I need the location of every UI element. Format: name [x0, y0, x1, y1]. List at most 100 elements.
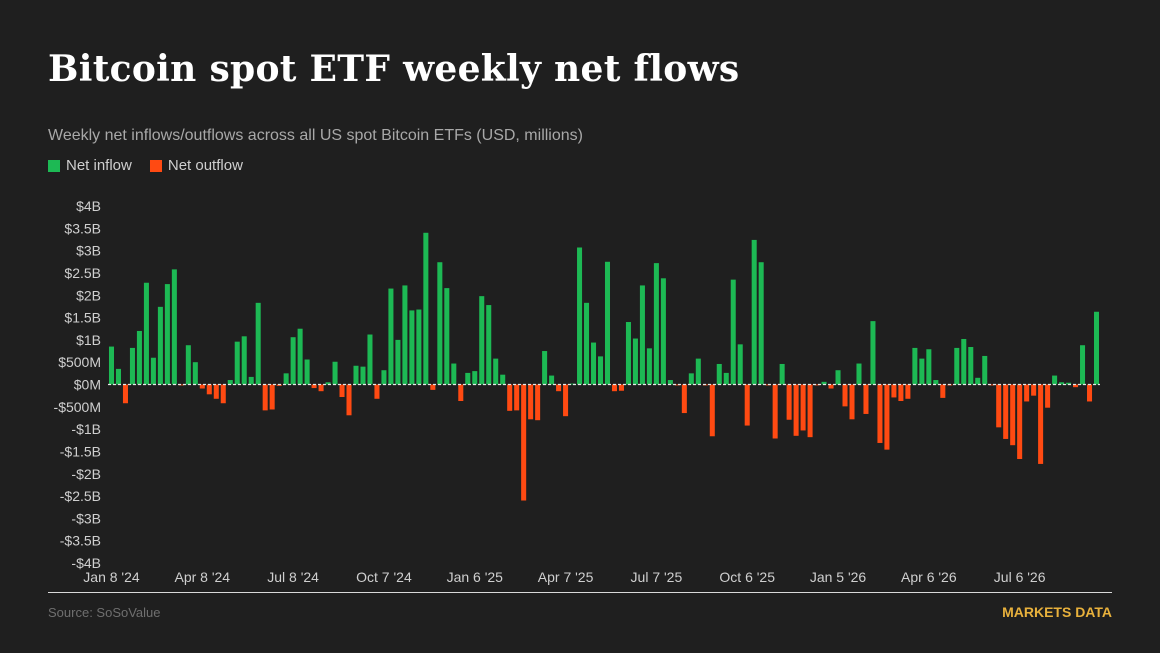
bar-inflow — [192, 362, 198, 385]
bar-outflow — [884, 384, 890, 450]
bar-inflow — [758, 262, 764, 385]
bar-inflow — [632, 338, 638, 385]
bar-outflow — [458, 384, 464, 402]
bar-inflow — [444, 288, 450, 385]
bar-outflow — [849, 384, 855, 420]
bar-inflow — [367, 334, 373, 385]
bar-inflow — [227, 380, 233, 385]
y-tick-label: $3.5B — [64, 220, 101, 236]
y-tick-label: -$4B — [71, 555, 101, 571]
x-tick-label: Jul 6 '26 — [994, 569, 1046, 585]
y-tick-label: -$2.5B — [60, 488, 101, 504]
legend-label-outflow: Net outflow — [167, 157, 243, 174]
legend: Net inflow Net outflow — [48, 157, 243, 174]
bar-outflow — [507, 384, 513, 411]
bar-inflow — [1066, 382, 1072, 385]
y-tick-label: $500M — [58, 354, 101, 370]
bar-outflow — [905, 384, 911, 399]
bar-inflow — [150, 357, 156, 385]
bar-outflow — [786, 384, 792, 420]
bar-outflow — [814, 384, 820, 386]
bar-inflow — [493, 358, 499, 385]
y-tick-label: -$2B — [71, 466, 101, 482]
bar-inflow — [982, 355, 988, 385]
chart-subtitle: Weekly net inflows/outflows across all U… — [48, 127, 583, 144]
bar-outflow — [514, 384, 520, 411]
bar-inflow — [423, 232, 429, 385]
x-tick-label: Jan 5 '26 — [810, 569, 867, 585]
bar-inflow — [115, 368, 121, 385]
bar-inflow — [912, 347, 918, 385]
bar-outflow — [681, 384, 687, 414]
bar-inflow — [472, 371, 478, 385]
bar-inflow — [1080, 345, 1086, 385]
bar-inflow — [157, 306, 163, 385]
bar-outflow — [262, 384, 268, 411]
bar-inflow — [577, 247, 583, 385]
bar-outflow — [842, 384, 848, 407]
x-tick-label: Oct 6 '25 — [719, 569, 775, 585]
bar-inflow — [716, 363, 722, 385]
bar-inflow — [584, 302, 590, 385]
bar-inflow — [604, 261, 611, 385]
bar-outflow — [1045, 384, 1051, 408]
bar-outflow — [311, 384, 317, 389]
bar-inflow — [779, 363, 785, 385]
bar-inflow — [933, 380, 939, 385]
x-tick-label: Jan 8 '24 — [83, 569, 140, 585]
bar-inflow — [961, 338, 967, 385]
bar-inflow — [304, 359, 310, 385]
legend-swatch-outflow — [149, 159, 162, 172]
bar-inflow — [416, 309, 422, 385]
bar-outflow — [276, 384, 282, 386]
bar-outflow — [807, 384, 813, 438]
footer-divider — [48, 592, 1112, 593]
bar-inflow — [730, 279, 736, 385]
bar-inflow — [353, 365, 359, 385]
bar-outflow — [339, 384, 345, 397]
bar-outflow — [199, 384, 205, 389]
y-tick-label: -$1.5B — [60, 443, 101, 459]
y-tick-label: -$500M — [54, 399, 101, 415]
y-tick-label: -$3.5B — [60, 533, 101, 549]
bar-inflow — [164, 284, 170, 385]
bar-outflow — [793, 384, 799, 436]
bar-outflow — [1038, 384, 1044, 464]
bar-outflow — [1010, 384, 1016, 446]
bar-inflow — [402, 285, 408, 385]
y-tick-label: -$3B — [71, 510, 101, 526]
bar-inflow — [968, 347, 974, 385]
bar-outflow — [989, 384, 995, 386]
bar-outflow — [178, 384, 184, 386]
bar-inflow — [451, 363, 457, 385]
bar-inflow — [325, 382, 331, 385]
bar-inflow — [290, 337, 296, 385]
bar-inflow — [975, 377, 981, 385]
bar-outflow — [220, 384, 226, 404]
bar-outflow — [556, 384, 562, 392]
bar-outflow — [535, 384, 541, 421]
bar-inflow — [639, 285, 645, 385]
bar-inflow — [248, 376, 254, 385]
bar-outflow — [674, 384, 680, 386]
bar-inflow — [646, 348, 652, 385]
bar-inflow — [667, 380, 673, 385]
bar-outflow — [1017, 384, 1023, 460]
bar-outflow — [772, 384, 778, 439]
x-tick-label: Apr 8 '24 — [175, 569, 231, 585]
legend-item-outflow: Net outflow — [149, 157, 243, 174]
bar-inflow — [549, 375, 555, 385]
bar-outflow — [1024, 384, 1030, 402]
chart-title: Bitcoin spot ETF weekly net flows — [48, 48, 740, 90]
bar-inflow — [856, 363, 862, 385]
bar-outflow — [1073, 384, 1079, 388]
y-tick-label: -$1B — [71, 421, 101, 437]
bar-inflow — [465, 372, 471, 385]
bar-outflow — [1003, 384, 1009, 439]
bar-inflow — [185, 345, 191, 385]
bar-inflow — [695, 358, 701, 385]
bar-outflow — [528, 384, 534, 420]
bar-inflow — [360, 366, 366, 385]
bar-inflow — [1059, 382, 1065, 385]
